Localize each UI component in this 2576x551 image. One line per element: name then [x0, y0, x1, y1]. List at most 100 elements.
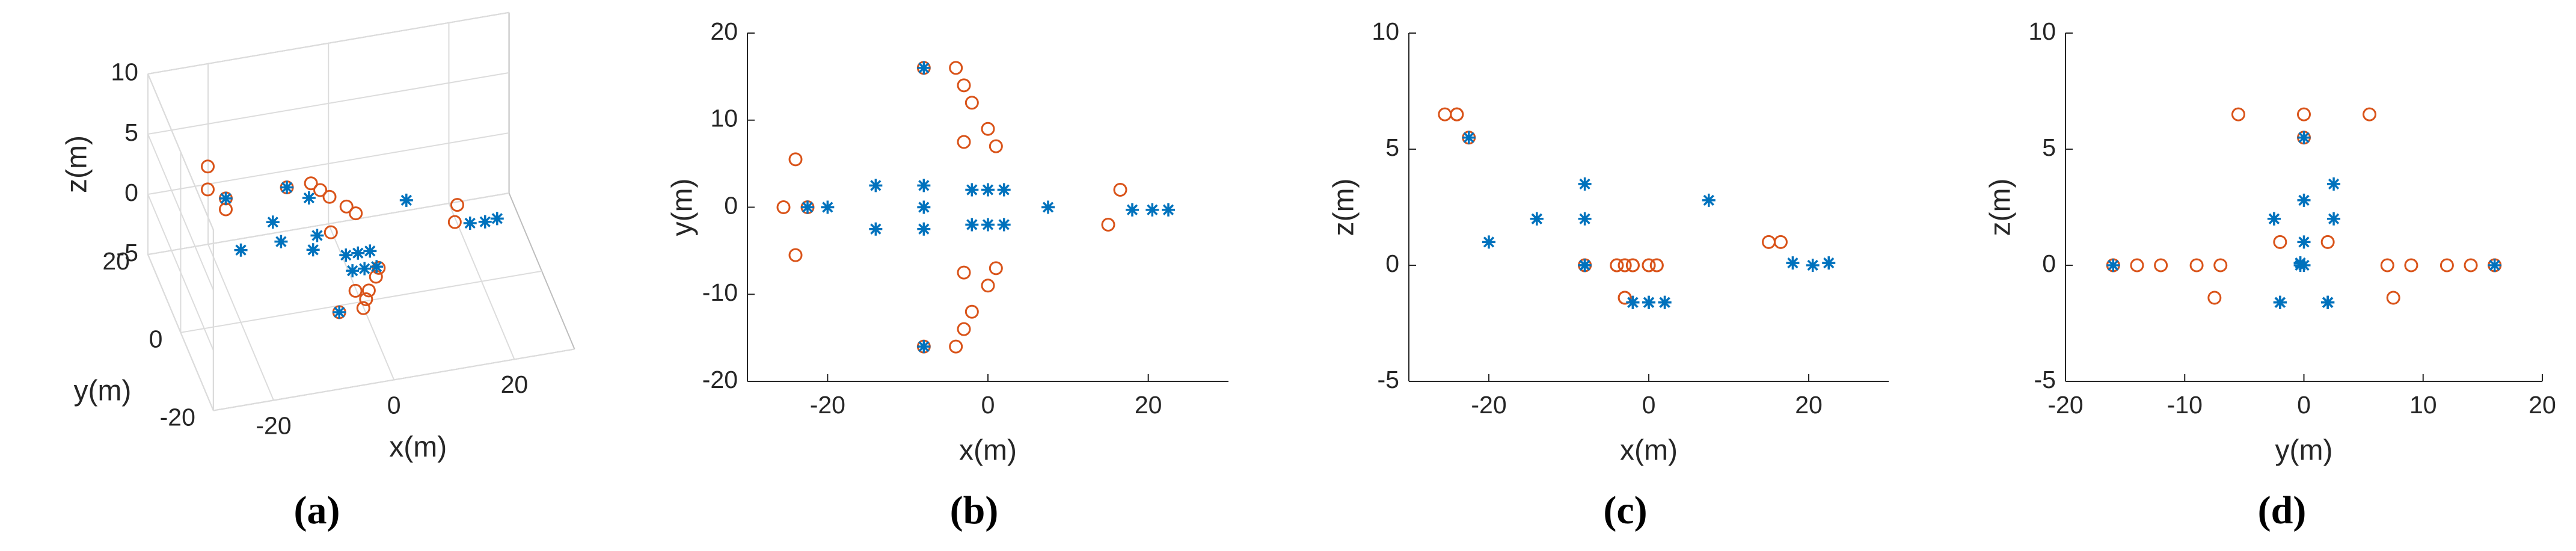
- star-marker: [1702, 193, 1716, 207]
- z-tick-label: 0: [124, 179, 138, 206]
- circle-marker: [2213, 258, 2228, 272]
- y-axis-label: z(m): [1328, 179, 1360, 236]
- star-marker: [1145, 203, 1159, 217]
- circle-marker: [349, 206, 363, 221]
- circle-marker: [356, 301, 370, 315]
- circle-marker: [450, 198, 464, 212]
- circle-marker: [447, 215, 462, 229]
- star-marker: [274, 235, 288, 248]
- circle-marker: [1625, 258, 1640, 272]
- star-marker: [333, 306, 346, 319]
- x-tick-label: 20: [501, 371, 529, 398]
- grid-line: [147, 192, 509, 256]
- star-marker: [1126, 203, 1139, 217]
- x-axis-label: x(m): [389, 431, 447, 463]
- x-tick-label: 0: [1642, 391, 1656, 419]
- circle-marker: [1618, 291, 1632, 305]
- x-tick-label: 20: [2528, 391, 2556, 419]
- star-marker: [339, 248, 353, 262]
- circle-marker: [2380, 258, 2394, 272]
- star-marker: [2327, 177, 2341, 191]
- star-marker: [280, 180, 294, 194]
- star-marker: [1786, 256, 1800, 270]
- circle-marker: [964, 96, 979, 110]
- circle-marker: [1610, 258, 1624, 272]
- circle-marker: [348, 283, 363, 298]
- circle-marker: [2130, 258, 2144, 272]
- x-tick-label: -20: [1471, 391, 1506, 419]
- star-marker: [358, 262, 372, 276]
- star-marker: [302, 191, 316, 205]
- circle-marker: [981, 122, 995, 136]
- circle-marker: [957, 135, 971, 149]
- circle-marker: [2154, 258, 2168, 272]
- x-tick-label: 20: [1795, 391, 1823, 419]
- x-tick-label: 0: [2297, 391, 2311, 419]
- y-tick-label: 10: [2028, 17, 2056, 45]
- circle-marker: [1450, 107, 1464, 122]
- star-marker: [997, 183, 1011, 197]
- x-axis-label: x(m): [1620, 435, 1678, 467]
- star-marker: [266, 215, 280, 229]
- circle-marker: [322, 189, 337, 204]
- y-tick-label: 0: [724, 191, 738, 219]
- x-tick-label: -20: [810, 391, 845, 419]
- circle-marker: [361, 283, 376, 298]
- x-tick-label: -20: [2047, 391, 2083, 419]
- z-tick-label: -5: [117, 239, 138, 266]
- circle-marker: [304, 176, 318, 191]
- circle-marker: [776, 200, 791, 214]
- star-marker: [219, 191, 233, 205]
- circle-marker: [949, 61, 963, 75]
- x-tick-label: 0: [981, 391, 995, 419]
- y-tick-label: 0: [1385, 250, 1399, 277]
- star-marker: [869, 222, 883, 236]
- y-tick-label: 10: [1372, 17, 1399, 45]
- circle-marker: [2207, 291, 2222, 305]
- x-axis-label: x(m): [959, 435, 1017, 467]
- grid-line: [213, 348, 575, 411]
- circle-marker: [989, 261, 1003, 276]
- circle-marker: [2386, 291, 2400, 305]
- circle-marker: [957, 322, 971, 336]
- circle-marker: [201, 159, 215, 174]
- x-tick-label: 20: [1135, 391, 1162, 419]
- star-marker: [1041, 200, 1055, 214]
- star-marker: [2327, 212, 2341, 226]
- circle-marker: [2464, 258, 2478, 272]
- star-marker: [821, 200, 835, 214]
- y-tick-label: -20: [702, 366, 738, 393]
- x-tick-label: 10: [2409, 391, 2437, 419]
- star-marker: [1626, 295, 1640, 309]
- circle-marker: [313, 183, 328, 197]
- star-marker: [2297, 235, 2311, 249]
- star-marker: [801, 200, 814, 214]
- grid-line: [147, 194, 214, 351]
- star-marker: [1578, 212, 1592, 226]
- y-tick-label: 10: [710, 105, 738, 132]
- x-tick-label: -10: [2167, 391, 2203, 419]
- circle-marker: [372, 260, 386, 275]
- z-tick-label: 5: [124, 119, 138, 146]
- y-tick-label: -10: [702, 279, 738, 306]
- y-tick-label: 5: [2042, 134, 2056, 161]
- star-marker: [1642, 295, 1655, 309]
- panel-label: (b): [950, 488, 999, 532]
- circle-marker: [2363, 107, 2377, 122]
- circle-marker: [324, 225, 338, 239]
- circle-marker: [788, 152, 803, 167]
- circle-marker: [2320, 235, 2335, 249]
- y-tick-label: 0: [149, 325, 163, 353]
- y-axis-label: z(m): [1985, 179, 2017, 236]
- circle-marker: [1618, 258, 1632, 272]
- grid-line: [147, 11, 509, 75]
- y-axis-label: y(m): [73, 375, 131, 407]
- star-marker: [399, 193, 413, 207]
- star-marker: [965, 218, 979, 232]
- circle-marker: [1101, 217, 1115, 232]
- x-axis-label: y(m): [2275, 435, 2333, 467]
- grid-line: [147, 134, 214, 291]
- star-marker: [981, 183, 995, 197]
- star-marker: [310, 229, 324, 242]
